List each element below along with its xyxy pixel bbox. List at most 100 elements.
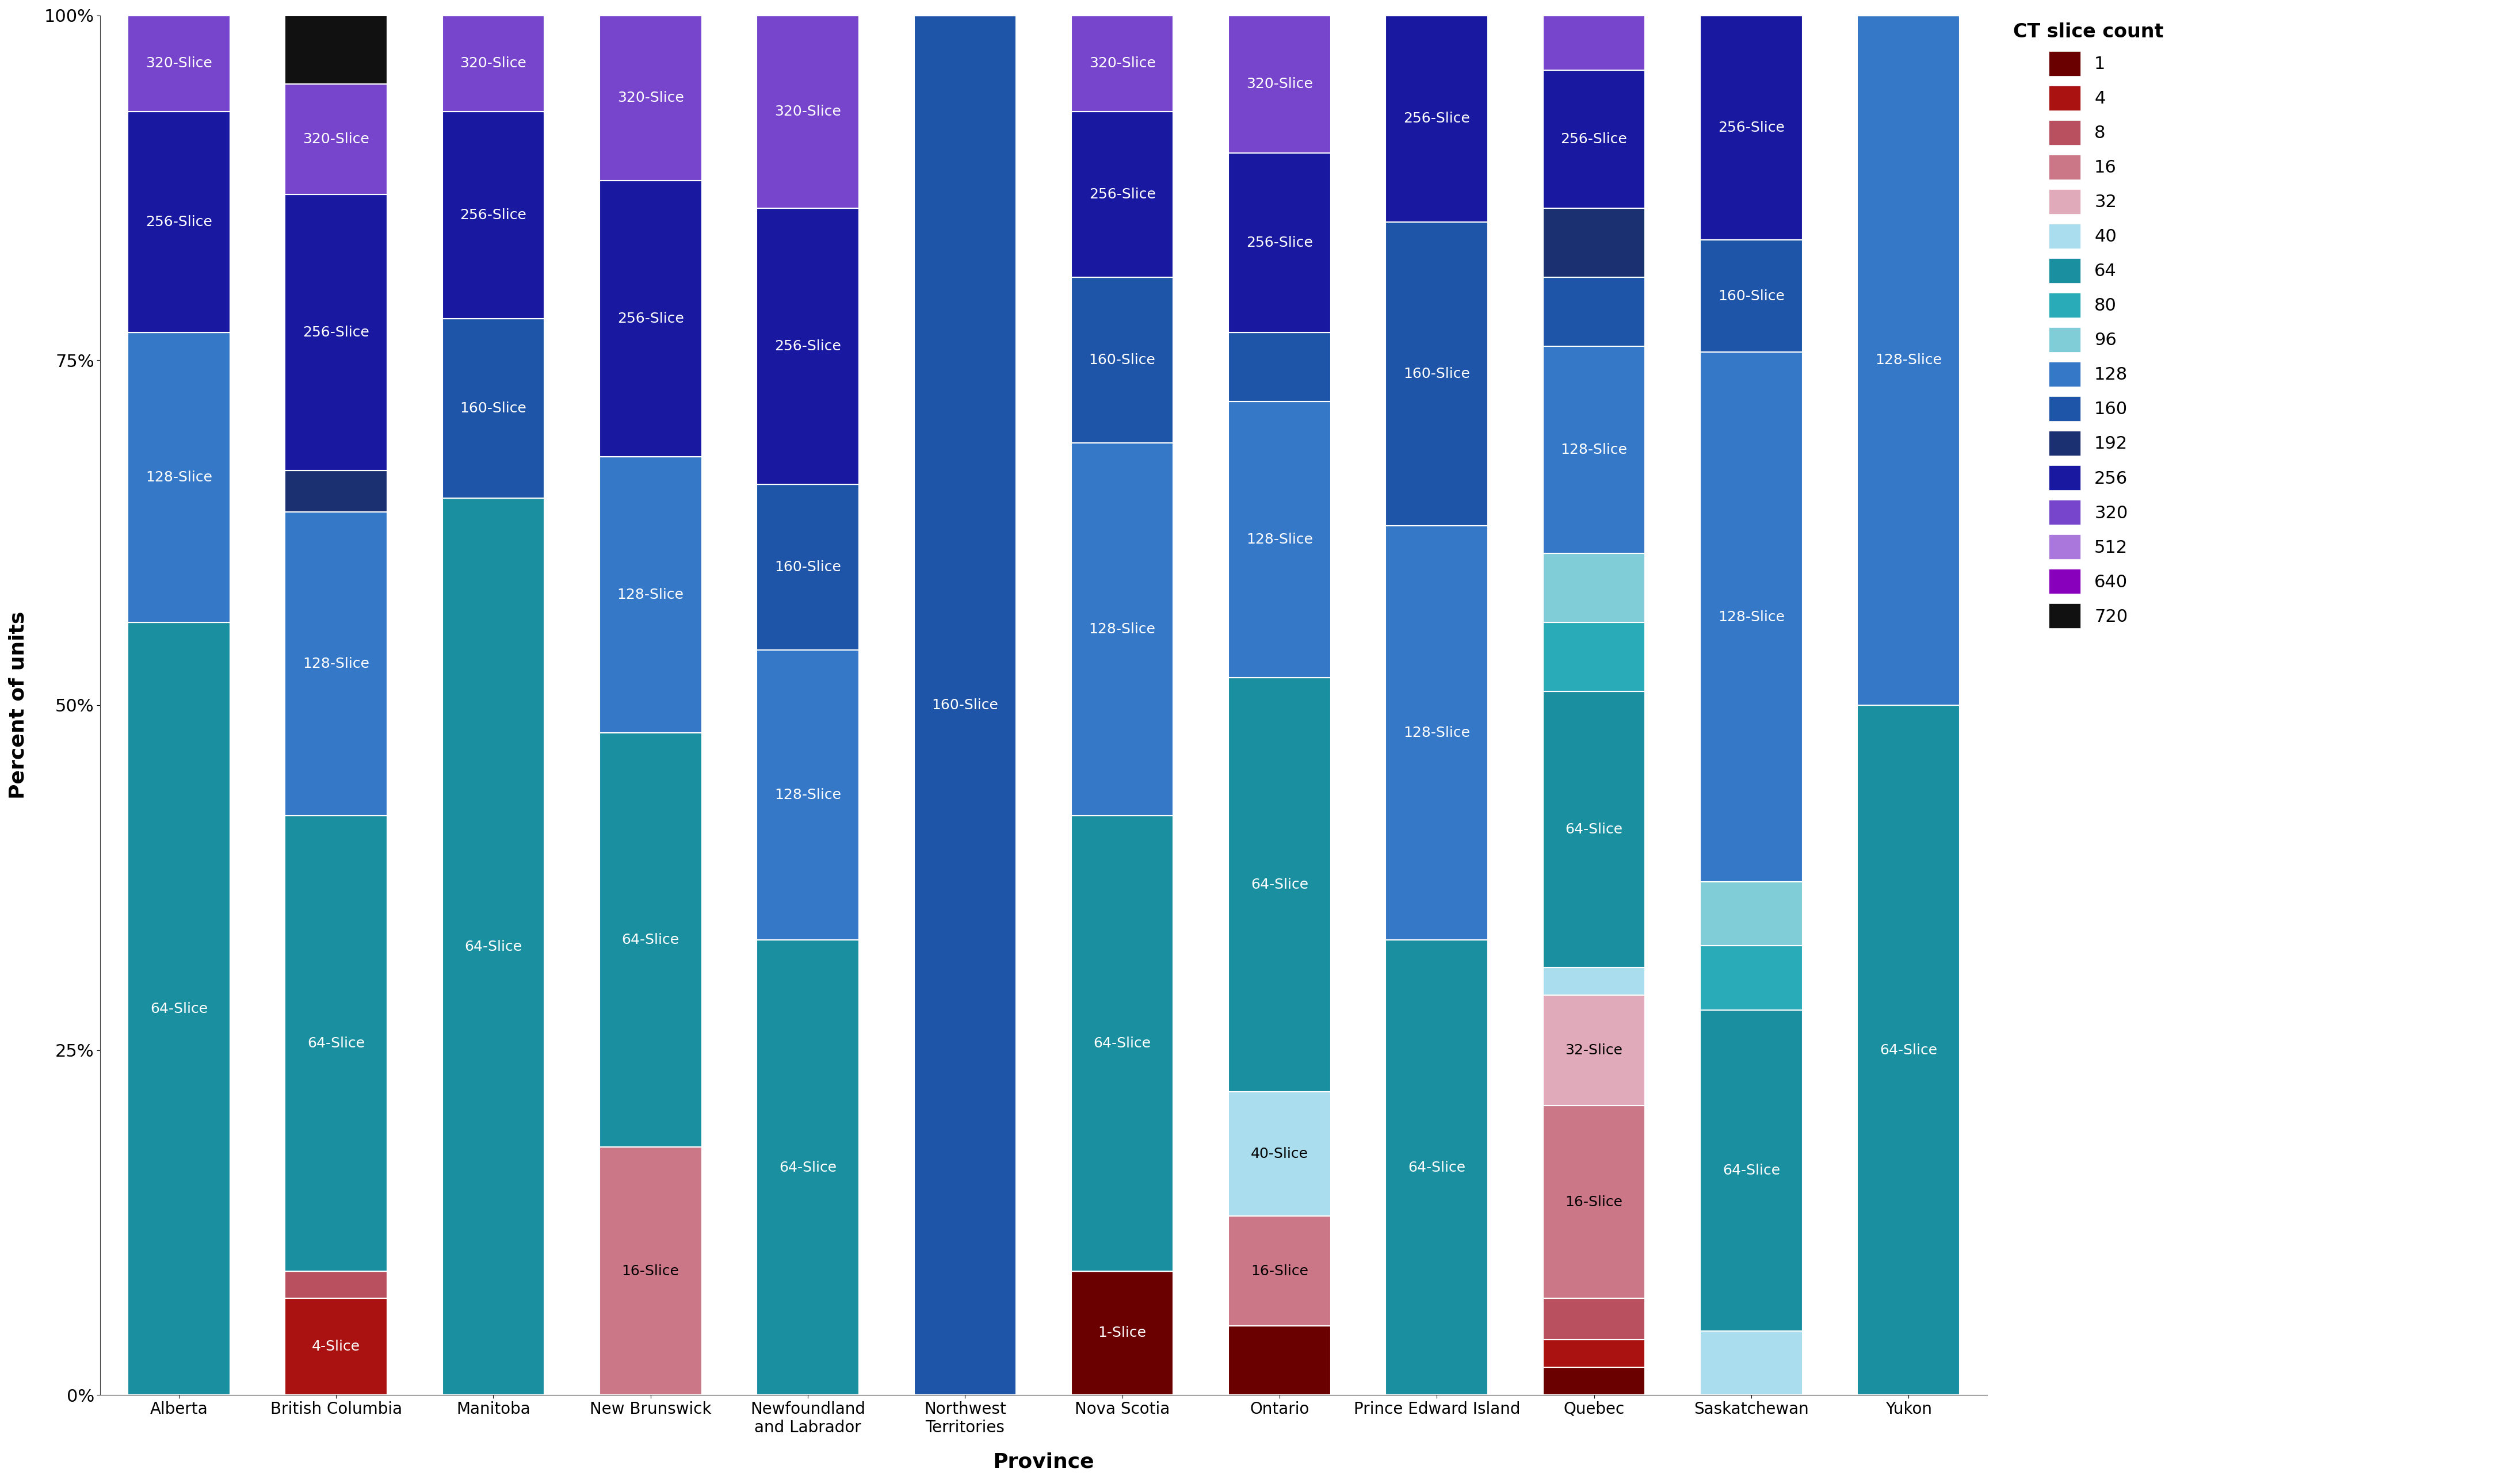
Text: 128-Slice: 128-Slice (302, 657, 370, 670)
Bar (285, 815, 388, 1271)
Bar (600, 181, 701, 457)
Text: 4-Slice: 4-Slice (312, 1339, 360, 1354)
Text: 256-Slice: 256-Slice (1404, 112, 1469, 126)
Text: 320-Slice: 320-Slice (146, 56, 212, 71)
Bar (1542, 691, 1646, 968)
Bar (285, 471, 388, 512)
Bar (756, 940, 859, 1396)
Bar (1542, 554, 1646, 623)
Text: 128-Slice: 128-Slice (1875, 354, 1943, 367)
Text: 256-Slice: 256-Slice (774, 339, 842, 354)
Bar (1227, 15, 1331, 154)
Bar (756, 15, 859, 209)
Bar (129, 112, 229, 333)
Bar (441, 15, 544, 112)
Bar (1701, 352, 1802, 882)
Text: 160-Slice: 160-Slice (1089, 354, 1157, 367)
Bar (1071, 15, 1174, 112)
Text: 160-Slice: 160-Slice (932, 699, 998, 712)
Text: 320-Slice: 320-Slice (1247, 77, 1313, 92)
Bar (285, 195, 388, 471)
Text: 128-Slice: 128-Slice (146, 471, 212, 484)
Bar (1227, 1092, 1331, 1215)
Bar (1542, 1339, 1646, 1368)
Text: 256-Slice: 256-Slice (617, 312, 683, 326)
Bar (129, 623, 229, 1396)
Text: 64-Slice: 64-Slice (1250, 878, 1308, 891)
Bar (1386, 525, 1487, 940)
Text: 64-Slice: 64-Slice (779, 1160, 837, 1174)
Bar (1542, 623, 1646, 691)
Bar (600, 457, 701, 733)
Legend: 1, 4, 8, 16, 32, 40, 64, 80, 96, 128, 160, 192, 256, 320, 512, 640, 720: 1, 4, 8, 16, 32, 40, 64, 80, 96, 128, 16… (2006, 15, 2170, 635)
Text: 128-Slice: 128-Slice (1089, 623, 1157, 636)
Bar (1227, 401, 1331, 678)
Text: 256-Slice: 256-Slice (1089, 188, 1157, 201)
Text: 160-Slice: 160-Slice (461, 401, 527, 416)
Bar (285, 84, 388, 195)
Bar (1542, 71, 1646, 209)
Text: 32-Slice: 32-Slice (1565, 1043, 1623, 1057)
Text: 128-Slice: 128-Slice (617, 588, 683, 602)
Text: 16-Slice: 16-Slice (1250, 1264, 1308, 1277)
Bar (600, 1147, 701, 1396)
Bar (1542, 346, 1646, 554)
Bar (1542, 15, 1646, 71)
Text: 64-Slice: 64-Slice (1724, 1163, 1779, 1178)
Bar (441, 318, 544, 499)
X-axis label: Province: Province (993, 1452, 1094, 1471)
Bar (1701, 240, 1802, 352)
Text: 128-Slice: 128-Slice (1247, 533, 1313, 546)
Text: 256-Slice: 256-Slice (146, 215, 212, 229)
Text: 160-Slice: 160-Slice (1404, 367, 1469, 380)
Bar (1071, 277, 1174, 443)
Text: 64-Slice: 64-Slice (307, 1036, 365, 1051)
Bar (1701, 946, 1802, 1009)
Bar (1386, 222, 1487, 525)
Text: 160-Slice: 160-Slice (774, 561, 842, 574)
Text: 320-Slice: 320-Slice (617, 92, 683, 105)
Bar (1857, 15, 1961, 704)
Bar (1071, 815, 1174, 1271)
Text: 40-Slice: 40-Slice (1250, 1147, 1308, 1160)
Bar (1071, 112, 1174, 277)
Text: 160-Slice: 160-Slice (1719, 289, 1784, 303)
Text: 256-Slice: 256-Slice (302, 326, 370, 339)
Bar (1857, 704, 1961, 1396)
Text: 320-Slice: 320-Slice (1089, 56, 1157, 71)
Text: 64-Slice: 64-Slice (1409, 1160, 1467, 1174)
Text: 320-Slice: 320-Slice (461, 56, 527, 71)
Bar (1386, 15, 1487, 222)
Bar (1701, 1331, 1802, 1396)
Bar (600, 733, 701, 1147)
Bar (1701, 882, 1802, 946)
Bar (285, 1298, 388, 1396)
Text: 64-Slice: 64-Slice (1565, 823, 1623, 836)
Text: 1-Slice: 1-Slice (1099, 1326, 1147, 1339)
Bar (1542, 995, 1646, 1106)
Text: 256-Slice: 256-Slice (1719, 121, 1784, 135)
Text: 128-Slice: 128-Slice (774, 787, 842, 802)
Text: 128-Slice: 128-Slice (1404, 725, 1469, 740)
Bar (756, 484, 859, 650)
Bar (1227, 154, 1331, 333)
Bar (756, 650, 859, 940)
Bar (441, 499, 544, 1396)
Text: 64-Slice: 64-Slice (622, 932, 680, 947)
Bar (285, 1271, 388, 1298)
Bar (1542, 1368, 1646, 1396)
Y-axis label: Percent of units: Percent of units (8, 611, 28, 799)
Text: 320-Slice: 320-Slice (302, 133, 370, 147)
Bar (1227, 1215, 1331, 1326)
Text: 128-Slice: 128-Slice (1560, 443, 1628, 457)
Text: 256-Slice: 256-Slice (461, 209, 527, 222)
Bar (1386, 940, 1487, 1396)
Text: 256-Slice: 256-Slice (1560, 133, 1628, 147)
Text: 16-Slice: 16-Slice (1565, 1194, 1623, 1209)
Bar (600, 15, 701, 181)
Bar (1701, 1009, 1802, 1331)
Text: 64-Slice: 64-Slice (464, 940, 522, 953)
Bar (1542, 1106, 1646, 1298)
Bar (1701, 15, 1802, 240)
Bar (1227, 333, 1331, 401)
